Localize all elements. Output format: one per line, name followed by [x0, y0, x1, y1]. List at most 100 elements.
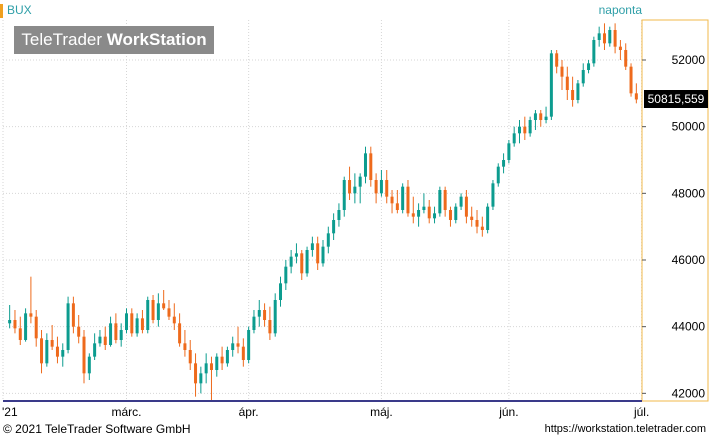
candle-body	[581, 70, 585, 84]
candle-body	[321, 246, 325, 264]
candle-body	[438, 190, 442, 214]
candle-body	[512, 133, 516, 144]
candle-body	[417, 210, 421, 217]
candle-body	[448, 210, 452, 220]
candle-body	[433, 213, 437, 219]
candle-body	[172, 316, 176, 324]
candle-body	[257, 310, 261, 317]
candle-body	[231, 343, 235, 350]
candle-body	[236, 343, 240, 347]
candle-body	[109, 323, 113, 345]
candle-body	[422, 206, 426, 210]
candle-body	[77, 326, 81, 337]
candle-body	[544, 116, 548, 120]
candle-body	[602, 33, 606, 44]
candle-body	[491, 183, 495, 207]
candle-body	[140, 318, 144, 330]
candle-body	[459, 196, 463, 207]
candle-body	[496, 166, 500, 184]
candle-body	[565, 76, 569, 90]
website-link[interactable]: https://workstation.teletrader.com	[544, 423, 706, 435]
candle-body	[167, 308, 171, 317]
candle-body	[624, 50, 628, 67]
candle-body	[294, 253, 298, 257]
candle-body	[98, 336, 102, 344]
candle-body	[13, 320, 17, 329]
copyright-text: © 2021 TeleTrader Software GmbH	[3, 422, 191, 436]
candle-body	[220, 356, 224, 364]
candle-body	[156, 303, 160, 320]
candle-body	[395, 203, 399, 210]
x-tick-label: júl.	[633, 405, 649, 419]
candle-body	[225, 350, 229, 364]
last-value-label: 50815,559	[644, 90, 708, 109]
y-tick-label: 50000	[672, 120, 706, 134]
candle-body	[348, 180, 352, 194]
candle-body	[300, 253, 304, 274]
candle-body	[18, 328, 22, 340]
candle-body	[252, 316, 256, 330]
candle-body	[268, 320, 272, 334]
y-axis: 42000 44000 46000 48000 50000 52000	[3, 19, 709, 402]
candle-body	[273, 300, 277, 334]
candle-body	[50, 340, 54, 347]
candle-body	[119, 330, 123, 340]
y-tick-label: 42000	[672, 386, 706, 400]
candle-body	[279, 283, 283, 300]
candle-body	[310, 243, 314, 250]
candle-body	[8, 320, 12, 324]
candle-body	[263, 310, 267, 320]
candle-body	[555, 53, 559, 67]
candle-body	[613, 30, 617, 47]
candle-body	[130, 313, 134, 334]
y-axis-frame	[641, 19, 709, 402]
candle-body	[40, 338, 44, 364]
candle-body	[576, 83, 580, 100]
teletrader-logo: TeleTrader WorkStation	[14, 26, 214, 54]
candle-body	[215, 356, 219, 370]
candle-body	[539, 113, 543, 120]
candle-body	[385, 180, 389, 197]
candle-body	[199, 373, 203, 384]
candle-body	[528, 120, 532, 134]
candle-body	[82, 336, 86, 374]
candle-body	[326, 233, 330, 247]
candle-body	[592, 40, 596, 64]
symbol-label[interactable]: BUX	[7, 3, 32, 17]
x-tick-label: márc.	[111, 405, 141, 419]
x-tick-label: máj.	[370, 405, 393, 419]
candle-body	[411, 213, 415, 217]
candle-body	[571, 90, 575, 100]
candle-body	[34, 316, 38, 339]
candle-body	[406, 186, 410, 214]
candle-body	[93, 343, 97, 357]
candle-body	[353, 186, 357, 194]
candle-body	[587, 63, 591, 70]
candle-body	[316, 243, 320, 264]
interval-label[interactable]: naponta	[598, 3, 642, 17]
candle-body	[369, 153, 373, 180]
y-tick-label: 44000	[672, 320, 706, 334]
candle-body	[135, 318, 139, 334]
candle-body	[29, 313, 33, 317]
candle-body	[629, 66, 633, 94]
candle-body	[401, 186, 405, 210]
candle-body	[24, 313, 28, 340]
symbol-marker	[0, 4, 3, 18]
candle-body	[194, 363, 198, 384]
candle-body	[241, 346, 245, 360]
candle-body	[634, 93, 638, 100]
candle-body	[374, 180, 378, 194]
candle-body	[247, 330, 251, 360]
candle-body	[597, 33, 601, 40]
candle-body	[464, 196, 468, 217]
candle-body	[523, 126, 527, 134]
candle-series	[8, 23, 638, 400]
candle-body	[475, 220, 479, 227]
candle-body	[183, 343, 187, 350]
candle-body	[332, 220, 336, 234]
candle-body	[518, 126, 522, 134]
candle-body	[427, 206, 431, 219]
